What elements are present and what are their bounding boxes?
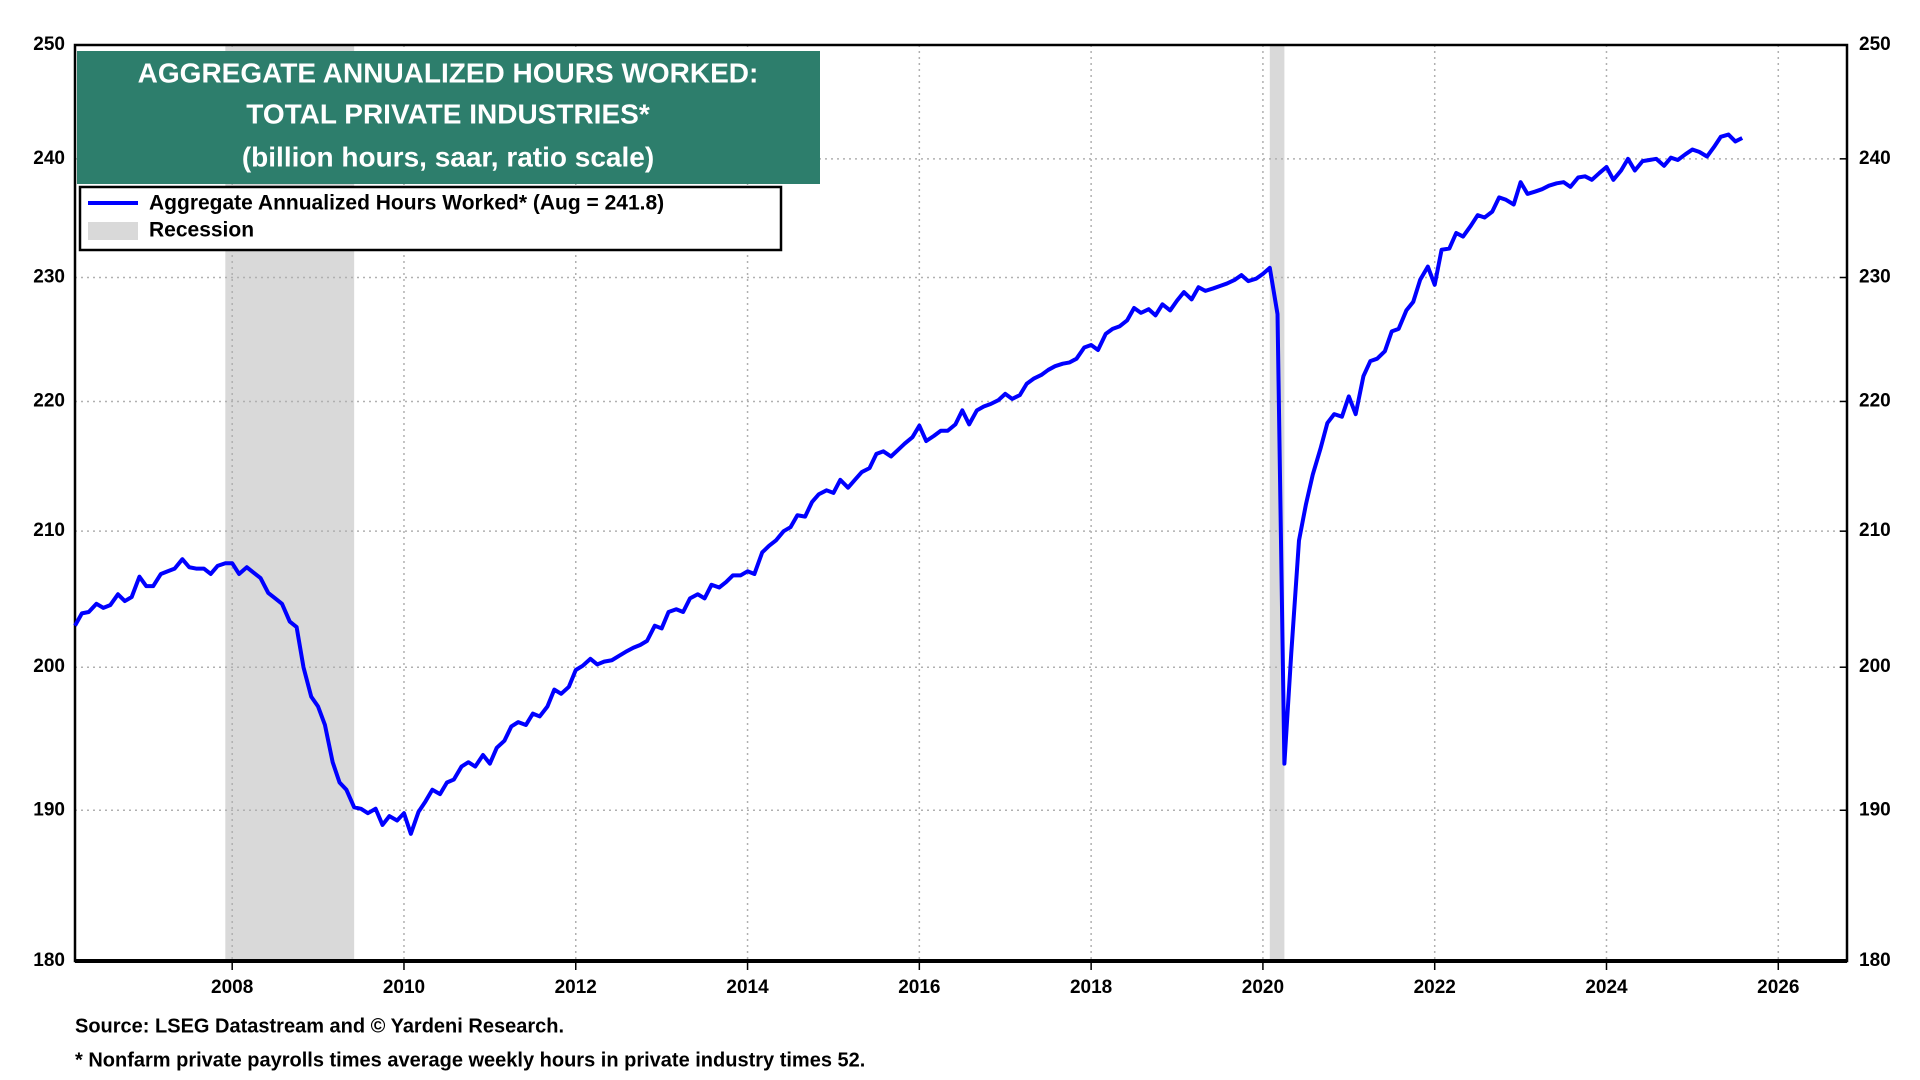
- x-tick-label: 2022: [1414, 977, 1456, 998]
- x-tick-label: 2010: [383, 977, 425, 998]
- legend-box: [78, 185, 783, 252]
- recession-band: [1269, 45, 1285, 961]
- legend-label: Aggregate Annualized Hours Worked* (Aug …: [149, 192, 664, 215]
- source: Source: LSEG Datastream and © Yardeni Re…: [75, 1015, 564, 1037]
- y-tick-label: 230: [33, 267, 65, 288]
- y2-tick-label: 230: [1859, 267, 1891, 288]
- chart-title: TOTAL PRIVATE INDUSTRIES*: [246, 98, 650, 129]
- footnote: * Nonfarm private payrolls times average…: [75, 1049, 865, 1071]
- y2-tick-label: 220: [1859, 390, 1891, 411]
- y2-tick-label: 210: [1859, 520, 1891, 541]
- data-line: [73, 132, 1744, 836]
- y-tick-label: 190: [33, 799, 65, 820]
- x-tick-label: 2020: [1242, 977, 1284, 998]
- y-tick-label: 210: [33, 520, 65, 541]
- y2-tick-label: 180: [1859, 950, 1891, 971]
- chart-title: AGGREGATE ANNUALIZED HOURS WORKED:: [138, 57, 759, 88]
- chart-subtitle: (billion hours, saar, ratio scale): [242, 141, 654, 172]
- legend-label: Recession: [149, 219, 254, 242]
- x-tick-label: 2014: [726, 977, 769, 998]
- y-tick-label: 220: [33, 390, 65, 411]
- x-tick-label: 2018: [1070, 977, 1112, 998]
- y-tick-label: 250: [33, 34, 65, 55]
- y2-tick-label: 250: [1859, 34, 1891, 55]
- x-tick-label: 2012: [555, 977, 597, 998]
- title-box: [77, 51, 820, 184]
- y-tick-label: 200: [33, 656, 65, 677]
- legend-swatch: [88, 222, 138, 240]
- y2-tick-label: 240: [1859, 148, 1891, 169]
- x-tick-label: 2024: [1585, 977, 1628, 998]
- y-tick-label: 240: [33, 148, 65, 169]
- x-tick-label: 2016: [898, 977, 940, 998]
- y2-tick-label: 200: [1859, 656, 1891, 677]
- y-tick-label: 180: [33, 950, 65, 971]
- x-tick-label: 2008: [211, 977, 253, 998]
- y2-tick-label: 190: [1859, 799, 1891, 820]
- x-tick-label: 2026: [1757, 977, 1799, 998]
